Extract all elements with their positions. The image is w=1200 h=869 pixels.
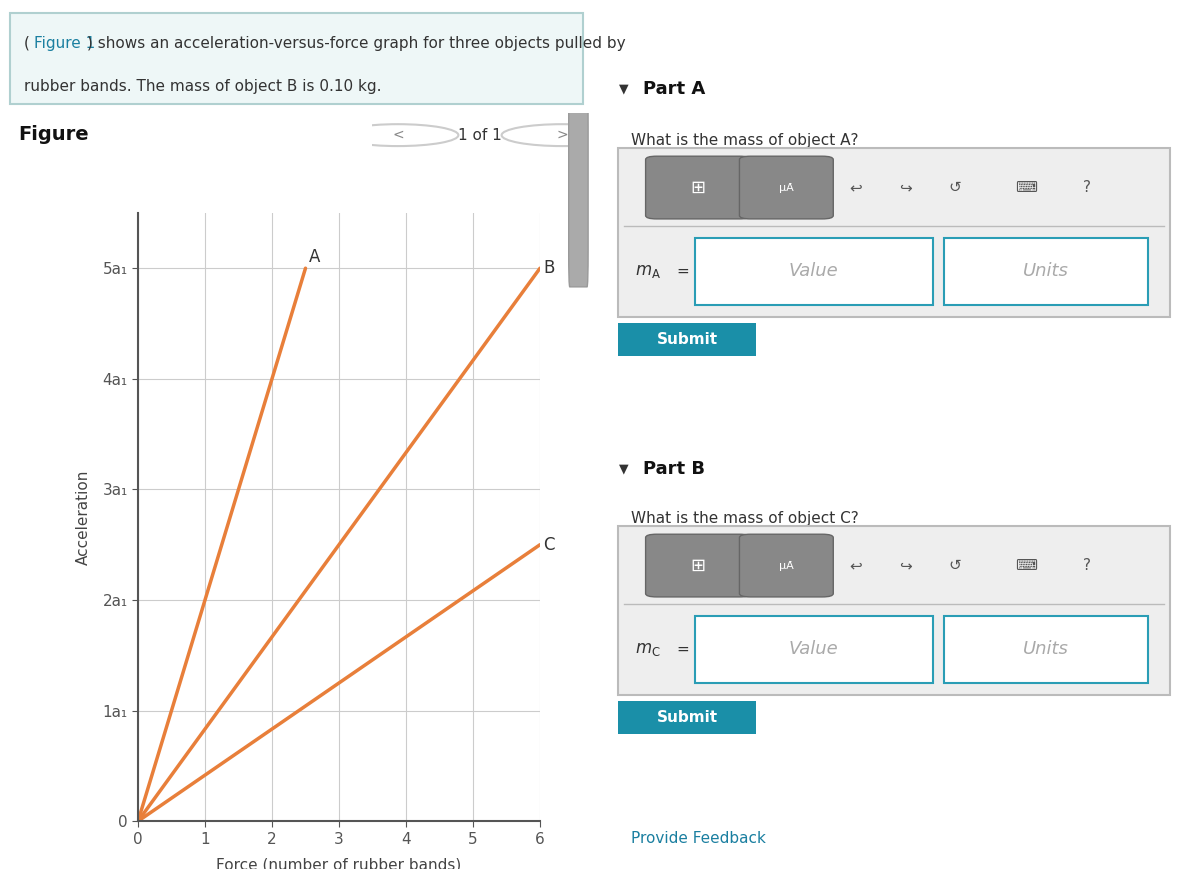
Text: ▼: ▼ — [619, 463, 629, 475]
FancyBboxPatch shape — [943, 237, 1148, 305]
FancyBboxPatch shape — [10, 13, 583, 104]
Text: B: B — [544, 259, 554, 277]
Text: ▶: ▶ — [628, 590, 637, 603]
FancyBboxPatch shape — [695, 237, 932, 305]
FancyBboxPatch shape — [943, 615, 1148, 683]
Text: Part B: Part B — [643, 461, 704, 478]
Text: View Available Hint(s): View Available Hint(s) — [646, 590, 812, 605]
FancyBboxPatch shape — [739, 534, 833, 597]
Text: ▼: ▼ — [619, 83, 629, 96]
Text: What is the mass of object A?: What is the mass of object A? — [631, 133, 858, 148]
Text: ↺: ↺ — [948, 180, 961, 195]
Text: Value: Value — [790, 262, 839, 281]
Y-axis label: Acceleration: Acceleration — [77, 469, 91, 565]
Text: rubber bands. The mass of object B is 0.10 kg.: rubber bands. The mass of object B is 0.… — [24, 79, 382, 94]
Text: Value: Value — [790, 640, 839, 659]
FancyBboxPatch shape — [646, 156, 750, 219]
FancyBboxPatch shape — [646, 534, 750, 597]
Text: ⊞: ⊞ — [690, 556, 706, 574]
Text: $m_\mathrm{C}$: $m_\mathrm{C}$ — [635, 640, 660, 659]
Text: ▶: ▶ — [628, 212, 637, 225]
FancyBboxPatch shape — [611, 322, 763, 358]
FancyBboxPatch shape — [569, 90, 588, 287]
Text: ↪: ↪ — [899, 180, 912, 195]
Text: =: = — [676, 264, 689, 279]
Text: ?: ? — [1084, 180, 1091, 195]
Text: ) shows an acceleration-versus-force graph for three objects pulled by: ) shows an acceleration-versus-force gra… — [88, 36, 625, 51]
FancyBboxPatch shape — [618, 526, 1170, 695]
Text: μȦ: μȦ — [779, 182, 793, 193]
Text: A: A — [308, 249, 320, 266]
Text: ↺: ↺ — [948, 558, 961, 573]
Text: Figure 1: Figure 1 — [34, 36, 95, 51]
Text: View Available Hint(s): View Available Hint(s) — [646, 212, 812, 227]
Text: Figure: Figure — [19, 125, 89, 144]
Text: Submit: Submit — [656, 332, 718, 348]
FancyBboxPatch shape — [618, 148, 1170, 317]
Text: μȦ: μȦ — [779, 561, 793, 571]
FancyBboxPatch shape — [611, 700, 763, 736]
Text: Provide Feedback: Provide Feedback — [631, 831, 766, 846]
Text: ⊞: ⊞ — [690, 178, 706, 196]
Text: Part A: Part A — [643, 80, 706, 98]
Text: 1 of 1: 1 of 1 — [458, 128, 502, 143]
Text: ↩: ↩ — [848, 558, 862, 573]
Text: $m_\mathrm{A}$: $m_\mathrm{A}$ — [635, 262, 661, 281]
Text: ⌨: ⌨ — [1015, 558, 1038, 573]
X-axis label: Force (number of rubber bands): Force (number of rubber bands) — [216, 858, 462, 869]
Text: ↪: ↪ — [899, 558, 912, 573]
Text: C: C — [544, 535, 554, 554]
Text: Submit: Submit — [656, 710, 718, 726]
Text: =: = — [676, 642, 689, 657]
Text: (: ( — [24, 36, 30, 51]
Text: ?: ? — [1084, 558, 1091, 573]
Text: What is the mass of object C?: What is the mass of object C? — [631, 511, 858, 526]
Text: <: < — [392, 128, 403, 143]
Text: Express your answer with the appropriate units.: Express your answer with the appropriate… — [631, 548, 1046, 563]
Text: ⌨: ⌨ — [1015, 180, 1038, 195]
Text: ↩: ↩ — [848, 180, 862, 195]
Text: Express your answer with the appropriate units.: Express your answer with the appropriate… — [631, 170, 1046, 185]
Text: Units: Units — [1022, 262, 1069, 281]
Text: Units: Units — [1022, 640, 1069, 659]
FancyBboxPatch shape — [739, 156, 833, 219]
FancyBboxPatch shape — [695, 615, 932, 683]
Text: >: > — [557, 128, 568, 143]
